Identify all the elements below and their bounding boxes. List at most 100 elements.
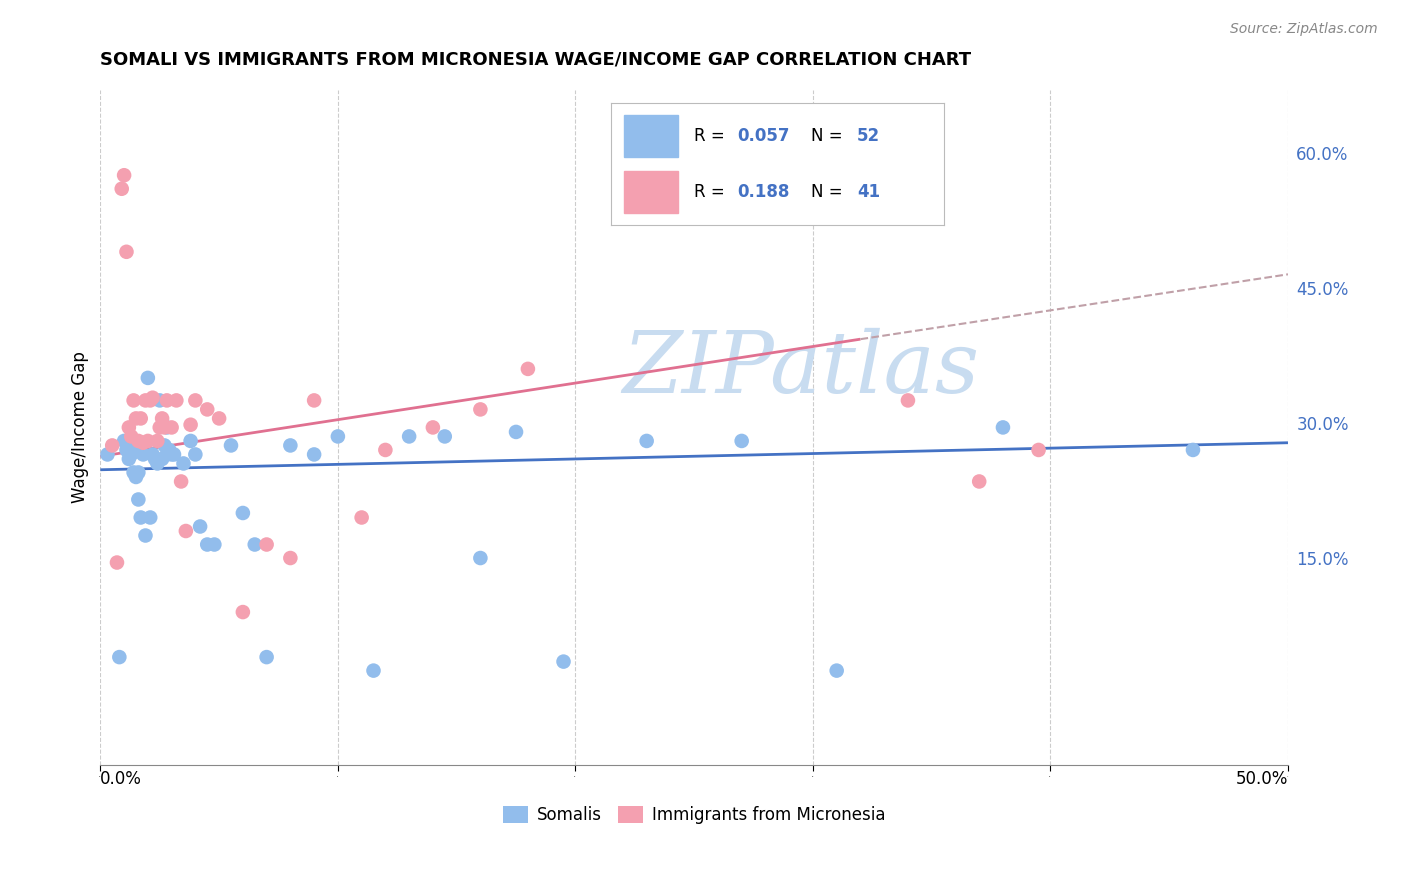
Point [195, 402, 218, 417]
Point [326, 429, 349, 443]
Point [256, 650, 278, 665]
Point [433, 429, 456, 443]
Point [142, 447, 165, 461]
Point [120, 447, 142, 461]
Point [134, 393, 156, 408]
Point [232, 605, 254, 619]
Point [232, 506, 254, 520]
Point [118, 420, 141, 434]
Point [96, 447, 118, 461]
Point [139, 393, 162, 408]
Point [184, 393, 207, 408]
Point [1028, 442, 1050, 457]
Text: ZIPatlas: ZIPatlas [623, 327, 980, 410]
Title: SOMALI VS IMMIGRANTS FROM MICRONESIA WAGE/INCOME GAP CORRELATION CHART: SOMALI VS IMMIGRANTS FROM MICRONESIA WAG… [100, 51, 972, 69]
Point [125, 411, 148, 425]
Point [127, 492, 149, 507]
Point [180, 417, 202, 432]
Point [165, 393, 187, 408]
Point [163, 447, 186, 461]
Point [188, 519, 211, 533]
Point [153, 438, 176, 452]
Point [422, 420, 444, 434]
Point [112, 168, 135, 182]
Point [184, 447, 207, 461]
Point [897, 393, 920, 408]
Point [170, 475, 193, 489]
Point [132, 435, 155, 450]
Point [108, 650, 131, 665]
Point [156, 393, 179, 408]
Point [991, 420, 1014, 434]
Point [132, 447, 155, 461]
Text: 0.0%: 0.0% [100, 770, 142, 788]
Point [115, 244, 138, 259]
Point [280, 551, 302, 566]
Point [302, 393, 325, 408]
Point [120, 442, 142, 457]
Point [146, 457, 169, 471]
Point [129, 510, 152, 524]
Point [146, 434, 169, 448]
Point [202, 537, 225, 551]
Point [150, 452, 173, 467]
Point [153, 420, 176, 434]
Point [115, 442, 138, 457]
Point [112, 434, 135, 448]
Point [731, 434, 754, 448]
Point [160, 420, 183, 434]
Point [156, 420, 179, 434]
Point [139, 510, 162, 524]
Point [118, 452, 141, 467]
Point [208, 411, 231, 425]
Point [149, 420, 172, 434]
Point [101, 438, 124, 452]
Legend: Somalis, Immigrants from Micronesia: Somalis, Immigrants from Micronesia [496, 799, 891, 831]
Point [125, 470, 148, 484]
Point [363, 664, 385, 678]
Text: Source: ZipAtlas.com: Source: ZipAtlas.com [1230, 22, 1378, 37]
Point [127, 434, 149, 448]
Point [195, 537, 218, 551]
Point [470, 551, 492, 566]
Point [127, 466, 149, 480]
Point [125, 438, 148, 452]
Point [134, 528, 156, 542]
Point [1181, 442, 1204, 457]
Point [120, 429, 142, 443]
Point [302, 447, 325, 461]
Point [350, 510, 373, 524]
Point [174, 524, 197, 538]
Point [516, 362, 538, 376]
Point [219, 438, 242, 452]
Point [280, 438, 302, 452]
Point [111, 182, 134, 196]
Point [143, 452, 166, 467]
Point [636, 434, 658, 448]
Point [136, 371, 159, 385]
Point [136, 434, 159, 448]
Point [374, 442, 396, 457]
Point [505, 425, 527, 439]
Point [256, 537, 278, 551]
Point [150, 411, 173, 425]
Point [156, 447, 179, 461]
Point [157, 442, 180, 457]
Point [470, 402, 492, 417]
Text: 50.0%: 50.0% [1236, 770, 1288, 788]
Y-axis label: Wage/Income Gap: Wage/Income Gap [72, 351, 89, 503]
Point [243, 537, 266, 551]
Point [142, 391, 165, 405]
Point [398, 429, 420, 443]
Point [825, 664, 848, 678]
Point [160, 447, 183, 461]
Point [180, 434, 202, 448]
Point [149, 393, 172, 408]
Point [105, 556, 128, 570]
Point [173, 457, 195, 471]
Point [122, 466, 145, 480]
Point [122, 393, 145, 408]
Point [129, 411, 152, 425]
Point [553, 655, 575, 669]
Point [967, 475, 990, 489]
